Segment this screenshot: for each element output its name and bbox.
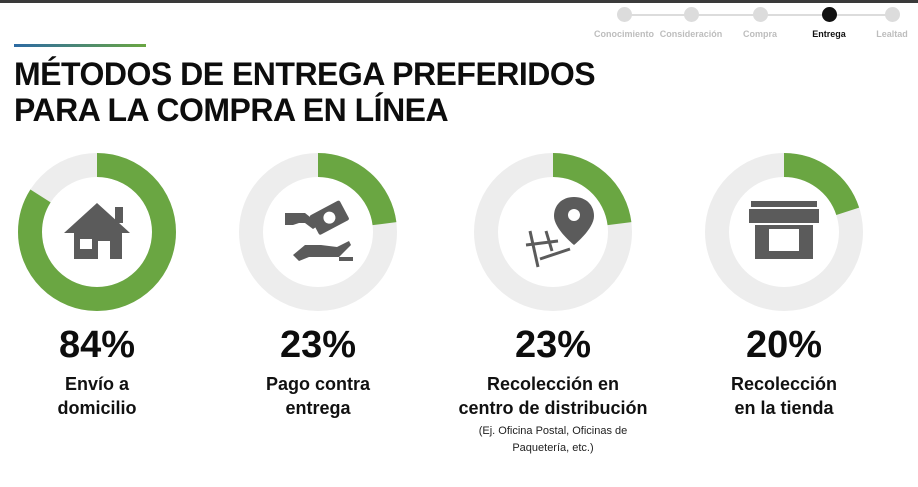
metric-label: Recolección en centro de distribución [433, 372, 673, 420]
metric-label-line: domicilio [57, 398, 137, 418]
percentage-value: 23% [279, 324, 357, 366]
metric-label: Pago contra entrega [198, 372, 438, 420]
donut-arc [239, 153, 397, 311]
donut-chart [239, 153, 397, 311]
metric-pago-contra-entrega: 23% Pago contra entrega [198, 153, 438, 420]
step-consideracion: Consideración [646, 6, 736, 39]
house-icon [64, 203, 130, 259]
street-map-icon [525, 230, 571, 268]
step-entrega: Entrega [784, 6, 874, 39]
metric-note-line: Paquetería, etc.) [512, 442, 594, 454]
storefront-icon [749, 201, 819, 259]
step-label: Compra [742, 29, 777, 39]
step-label: Consideración [659, 29, 723, 39]
step-dot [683, 7, 699, 22]
step-dot [616, 7, 632, 22]
donut-arc [18, 153, 176, 311]
percentage-value: 20% [745, 324, 823, 366]
step-dot [752, 7, 768, 22]
metric-label-line: centro de distribución [458, 398, 648, 418]
metric-label-line: Envío a [64, 374, 130, 394]
step-dot-active [821, 7, 837, 22]
metric-label: Envío a domicilio [0, 372, 217, 420]
metric-label: Recolección en la tienda [664, 372, 904, 420]
metric-label-line: entrega [285, 398, 351, 418]
metric-note: (Ej. Oficina Postal, Oficinas de Paquete… [433, 423, 673, 457]
metric-label-line: Recolección [730, 374, 838, 394]
step-dot [884, 7, 900, 22]
metric-label-line: Pago contra [265, 374, 371, 394]
metric-label-line: en la tienda [734, 398, 834, 418]
donut-chart [705, 153, 863, 311]
title-line: PARA LA COMPRA EN LÍNEA [14, 92, 449, 128]
metric-envio-domicilio: 84% Envío a domicilio [0, 153, 217, 420]
metric-recoleccion-tienda: 20% Recolección en la tienda [664, 153, 904, 420]
percentage-value: 23% [514, 324, 592, 366]
title-accent-bar [14, 44, 146, 47]
cash-payment-icon [285, 200, 353, 261]
metric-note-line: (Ej. Oficina Postal, Oficinas de [478, 425, 628, 437]
donut-arc [705, 153, 863, 311]
top-rule [0, 0, 918, 3]
map-pin-icon [554, 197, 594, 245]
donut-chart [474, 153, 632, 311]
metric-centro-distribucion: 23% Recolección en centro de distribució… [433, 153, 673, 457]
progress-stepper: Conocimiento Consideración Compra Entreg… [580, 6, 918, 46]
step-conocimiento: Conocimiento [579, 6, 669, 39]
title-line: MÉTODOS DE ENTREGA PREFERIDOS [14, 56, 596, 92]
step-label: Lealtad [876, 29, 908, 39]
step-label: Conocimiento [594, 29, 654, 39]
percentage-value: 84% [58, 324, 136, 366]
donut-chart [18, 153, 176, 311]
page-title: MÉTODOS DE ENTREGA PREFERIDOS PARA LA CO… [14, 56, 634, 128]
donut-arc [474, 153, 632, 311]
step-lealtad: Lealtad [847, 6, 918, 39]
metric-label-line: Recolección en [486, 374, 620, 394]
step-label: Entrega [812, 29, 846, 39]
step-compra: Compra [715, 6, 805, 39]
